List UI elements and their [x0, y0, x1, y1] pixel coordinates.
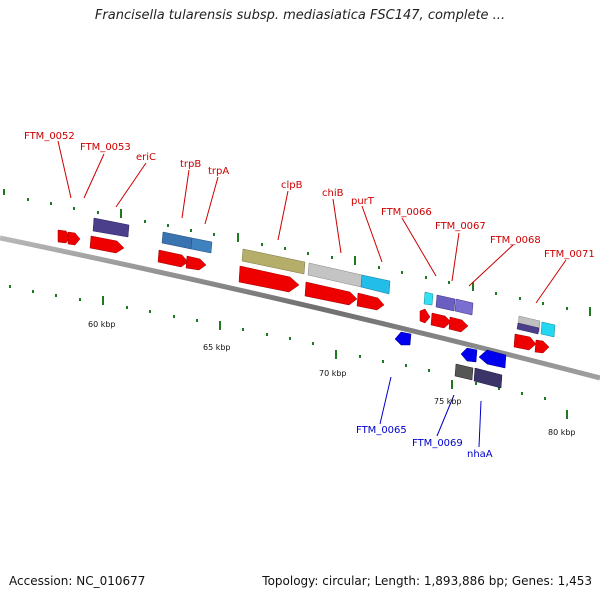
- gene-label-trpa[interactable]: trpA: [208, 166, 229, 177]
- gene-label-ftm0068[interactable]: FTM_0068: [490, 235, 541, 246]
- gene-block-trpa[interactable]: [190, 237, 213, 254]
- gene-label-ftm0052[interactable]: FTM_0052: [24, 131, 75, 142]
- scale-label-75kbp: 75 kbp: [434, 397, 462, 406]
- gene-arrow-ftm0053[interactable]: [67, 231, 81, 246]
- gene-arrow-trpb[interactable]: [157, 249, 189, 268]
- tick-marks: [3, 189, 591, 419]
- gene-label-eric[interactable]: eriC: [136, 152, 156, 163]
- accession-label: Accession:: [9, 574, 73, 588]
- reverse-gene-labels: FTM_0065 FTM_0069 nhaA: [356, 425, 493, 460]
- gene-block-ftm0066[interactable]: [423, 291, 434, 306]
- genome-summary: Topology: circular; Length: 1,893,886 bp…: [262, 574, 592, 588]
- label-leaders: [57, 140, 567, 448]
- gene-features[interactable]: [57, 217, 556, 389]
- gene-arrow-ftm0065[interactable]: [394, 331, 412, 346]
- gene-arrow-purt[interactable]: [356, 292, 385, 311]
- accession-info: Accession: NC_010677: [9, 574, 145, 588]
- map-title: Francisella tularensis subsp. mediasiati…: [94, 8, 506, 23]
- gene-label-nhaa[interactable]: nhaA: [467, 449, 493, 460]
- gene-label-ftm0067[interactable]: FTM_0067: [435, 221, 486, 232]
- gene-block-ftm0069[interactable]: [454, 363, 474, 381]
- gene-label-ftm0066[interactable]: FTM_0066: [381, 207, 432, 218]
- gene-arrow-ftm0066[interactable]: [419, 308, 431, 324]
- gene-label-ftm0071[interactable]: FTM_0071: [544, 249, 595, 260]
- scale-label-70kbp: 70 kbp: [319, 369, 347, 378]
- gene-block-clpb[interactable]: [241, 248, 306, 275]
- scale-label-80kbp: 80 kbp: [548, 428, 576, 437]
- genes-label: Genes:: [511, 574, 554, 588]
- forward-gene-labels: FTM_0052 FTM_0053 eriC trpB trpA clpB ch…: [24, 131, 595, 260]
- genes-value: 1,453: [557, 574, 592, 588]
- gene-block-chib[interactable]: [307, 262, 363, 288]
- gene-arrow-eric[interactable]: [89, 235, 125, 254]
- topology-label: Topology:: [262, 574, 319, 588]
- gene-block-ftm0071-c[interactable]: [540, 321, 556, 338]
- scale-label-60kbp: 60 kbp: [88, 320, 116, 329]
- gene-block-ftm0068[interactable]: [454, 298, 474, 316]
- gene-block-nhaa[interactable]: [473, 367, 503, 389]
- scale-label-65kbp: 65 kbp: [203, 343, 231, 352]
- length-value: 1,893,886 bp: [423, 574, 504, 588]
- gene-label-purt[interactable]: purT: [351, 196, 375, 207]
- gene-arrow-ftm0068[interactable]: [448, 316, 469, 333]
- length-label: Length:: [374, 574, 421, 588]
- gene-label-ftm0069[interactable]: FTM_0069: [412, 438, 463, 449]
- gene-label-chib[interactable]: chiB: [322, 188, 344, 199]
- gene-block-trpb[interactable]: [161, 231, 193, 250]
- gene-block-ftm0067[interactable]: [435, 294, 456, 312]
- scale-labels: 60 kbp 65 kbp 70 kbp 75 kbp 80 kbp: [88, 320, 576, 437]
- gene-arrow-ftm0071-a[interactable]: [513, 333, 537, 351]
- genome-backbone: [0, 235, 600, 381]
- gene-arrow-ftm0069-a[interactable]: [460, 347, 478, 363]
- gene-label-ftm0053[interactable]: FTM_0053: [80, 142, 131, 153]
- accession-value: NC_010677: [76, 574, 146, 588]
- gene-arrow-nhaa-a[interactable]: [478, 349, 507, 369]
- gene-label-trpb[interactable]: trpB: [180, 159, 201, 170]
- gene-arrow-clpb[interactable]: [238, 265, 300, 293]
- gene-arrow-ftm0071-b[interactable]: [534, 339, 550, 354]
- gene-label-clpb[interactable]: clpB: [281, 180, 303, 191]
- gene-label-ftm0065[interactable]: FTM_0065: [356, 425, 407, 436]
- gene-block-purt[interactable]: [360, 274, 391, 295]
- gene-block-ftm0071-b[interactable]: [516, 322, 540, 335]
- topology-value: circular: [322, 574, 367, 588]
- gene-block-eric[interactable]: [92, 217, 130, 238]
- gene-arrow-ftm0067[interactable]: [430, 312, 452, 329]
- gene-arrow-chib[interactable]: [304, 281, 358, 306]
- gene-arrow-trpa[interactable]: [185, 255, 207, 271]
